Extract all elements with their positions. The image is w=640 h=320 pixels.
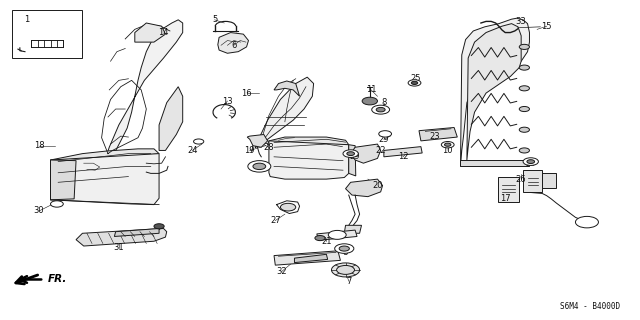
Text: 29: 29 bbox=[379, 135, 389, 144]
Polygon shape bbox=[317, 230, 357, 240]
Text: 25: 25 bbox=[410, 74, 421, 83]
Circle shape bbox=[523, 158, 538, 165]
Circle shape bbox=[332, 263, 360, 277]
Circle shape bbox=[412, 81, 418, 84]
Polygon shape bbox=[268, 137, 349, 146]
Circle shape bbox=[193, 139, 204, 144]
Circle shape bbox=[248, 161, 271, 172]
Text: 9: 9 bbox=[257, 165, 262, 174]
Text: 6: 6 bbox=[231, 41, 236, 50]
Polygon shape bbox=[255, 77, 314, 147]
Polygon shape bbox=[51, 149, 159, 161]
Text: 20: 20 bbox=[372, 181, 383, 190]
Circle shape bbox=[362, 97, 378, 105]
Polygon shape bbox=[100, 20, 182, 179]
Text: 27: 27 bbox=[270, 216, 280, 225]
Circle shape bbox=[575, 216, 598, 228]
Text: 2: 2 bbox=[547, 178, 552, 187]
Circle shape bbox=[408, 80, 421, 86]
Circle shape bbox=[347, 152, 355, 156]
Polygon shape bbox=[419, 127, 458, 141]
Text: 18: 18 bbox=[34, 141, 44, 150]
Text: FR.: FR. bbox=[48, 275, 67, 284]
Text: 28: 28 bbox=[264, 143, 274, 152]
Polygon shape bbox=[76, 228, 167, 246]
Text: 16: 16 bbox=[241, 89, 252, 98]
Polygon shape bbox=[346, 179, 383, 197]
Polygon shape bbox=[51, 160, 76, 200]
Polygon shape bbox=[135, 23, 166, 42]
Polygon shape bbox=[51, 154, 159, 204]
Polygon shape bbox=[542, 173, 556, 188]
Polygon shape bbox=[461, 160, 529, 166]
Text: 23: 23 bbox=[429, 132, 440, 140]
Polygon shape bbox=[523, 170, 542, 193]
Text: 11: 11 bbox=[366, 85, 376, 94]
Polygon shape bbox=[344, 225, 362, 233]
Polygon shape bbox=[218, 33, 248, 53]
Circle shape bbox=[253, 163, 266, 170]
Circle shape bbox=[519, 44, 529, 50]
Text: 13: 13 bbox=[222, 97, 233, 106]
Text: 24: 24 bbox=[187, 146, 198, 155]
Circle shape bbox=[519, 65, 529, 70]
Text: 31: 31 bbox=[113, 243, 124, 252]
Polygon shape bbox=[349, 145, 356, 176]
Text: 8: 8 bbox=[343, 248, 348, 257]
Text: 15: 15 bbox=[541, 22, 552, 31]
Circle shape bbox=[315, 236, 325, 241]
Polygon shape bbox=[274, 81, 300, 96]
Circle shape bbox=[442, 141, 454, 148]
Text: 33: 33 bbox=[516, 17, 527, 26]
Polygon shape bbox=[467, 24, 521, 160]
FancyBboxPatch shape bbox=[12, 10, 83, 58]
Text: S6M4 - B4000D: S6M4 - B4000D bbox=[560, 302, 620, 311]
Circle shape bbox=[519, 86, 529, 91]
Text: 7: 7 bbox=[346, 276, 351, 285]
Polygon shape bbox=[115, 228, 159, 236]
Polygon shape bbox=[351, 144, 381, 163]
Circle shape bbox=[379, 131, 392, 137]
Polygon shape bbox=[269, 141, 349, 179]
Text: 30: 30 bbox=[34, 206, 44, 215]
Circle shape bbox=[328, 230, 346, 239]
Polygon shape bbox=[497, 177, 519, 202]
Text: 19: 19 bbox=[244, 146, 255, 155]
Text: 8: 8 bbox=[381, 98, 387, 107]
Text: 22: 22 bbox=[376, 146, 386, 155]
Circle shape bbox=[527, 160, 534, 164]
Text: 1: 1 bbox=[24, 15, 29, 24]
Polygon shape bbox=[159, 87, 182, 150]
Polygon shape bbox=[274, 251, 340, 265]
Circle shape bbox=[376, 108, 385, 112]
Text: 14: 14 bbox=[158, 28, 169, 37]
Polygon shape bbox=[461, 18, 529, 166]
Text: 12: 12 bbox=[398, 152, 408, 161]
Text: 17: 17 bbox=[500, 194, 511, 203]
Circle shape bbox=[280, 203, 296, 211]
Circle shape bbox=[519, 148, 529, 153]
Circle shape bbox=[372, 105, 390, 114]
Text: 21: 21 bbox=[321, 237, 332, 246]
Circle shape bbox=[339, 246, 349, 251]
Circle shape bbox=[51, 201, 63, 207]
Polygon shape bbox=[294, 254, 328, 263]
Circle shape bbox=[337, 266, 355, 274]
Circle shape bbox=[519, 107, 529, 112]
Circle shape bbox=[335, 244, 354, 253]
Text: 32: 32 bbox=[276, 267, 287, 276]
Circle shape bbox=[343, 150, 358, 157]
Circle shape bbox=[154, 224, 164, 229]
Text: 29: 29 bbox=[350, 152, 360, 161]
Text: 10: 10 bbox=[442, 146, 453, 155]
Text: 5: 5 bbox=[212, 15, 217, 24]
Circle shape bbox=[519, 127, 529, 132]
Polygon shape bbox=[384, 147, 422, 157]
Polygon shape bbox=[247, 134, 268, 147]
Circle shape bbox=[445, 143, 451, 146]
Text: 26: 26 bbox=[516, 175, 527, 184]
Text: 25: 25 bbox=[525, 159, 536, 168]
